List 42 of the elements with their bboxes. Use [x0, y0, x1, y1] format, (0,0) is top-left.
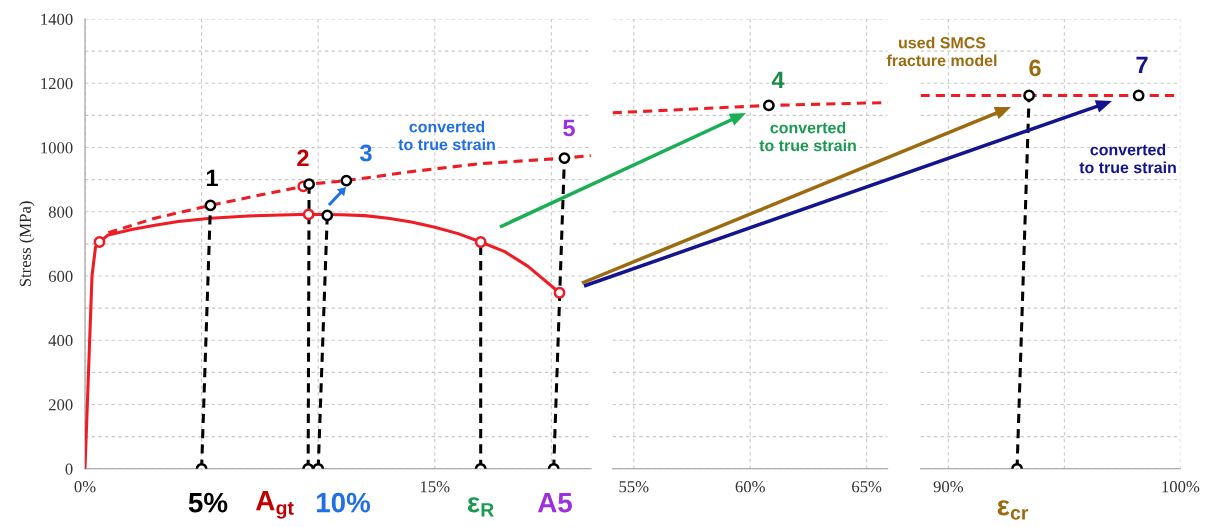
text: A5: [537, 493, 572, 513]
y-tick-label: 600: [48, 270, 73, 282]
y-tick-label: 0: [65, 463, 73, 475]
y-tick-label: 200: [48, 399, 73, 411]
annotation: 2: [297, 149, 309, 167]
x-tick-label: 55%: [619, 481, 649, 493]
x-tick-label: 90%: [933, 481, 964, 493]
annotation: used SMCS fracture model: [886, 36, 997, 67]
text: ε$_{R}$: [467, 497, 494, 517]
annotation: converted to true strain: [398, 120, 495, 151]
annotation: 5: [563, 119, 575, 137]
y-tick-label: 800: [48, 206, 73, 218]
annotation: 3: [359, 144, 372, 162]
x-tick-label: 65%: [852, 481, 882, 493]
text: ε$_{cr}$: [997, 500, 1029, 520]
annotation: 1: [206, 169, 218, 187]
y-tick-label: 1400: [41, 13, 73, 25]
x-tick-label: 100%: [1162, 481, 1200, 493]
annotation: 7: [1136, 56, 1148, 74]
y-tick-label: 400: [48, 334, 73, 347]
point: [340, 174, 353, 187]
text: 10%: [316, 492, 371, 513]
x-tick-label: 15%: [420, 481, 450, 493]
x-tick-label: 0%: [74, 481, 96, 493]
point: [302, 208, 315, 221]
point: [553, 286, 566, 299]
point: [558, 152, 571, 165]
text: A$_{gt}$: [255, 491, 294, 519]
x-tick-label: 60%: [735, 481, 765, 493]
point: [204, 199, 217, 212]
y-tick-label: 1000: [41, 142, 73, 154]
annotation: 6: [1029, 59, 1041, 77]
point: [93, 236, 106, 248]
annotation: 4: [771, 71, 785, 89]
point: [321, 209, 334, 222]
annotation: converted to true strain: [759, 121, 856, 152]
y-axis-title: Stress (MPa): [19, 201, 35, 287]
annotation: converted to true strain: [1079, 143, 1176, 174]
y-tick-label: 1200: [41, 77, 73, 90]
point: [303, 178, 315, 191]
text: 5%: [188, 492, 228, 513]
point: [474, 236, 487, 248]
